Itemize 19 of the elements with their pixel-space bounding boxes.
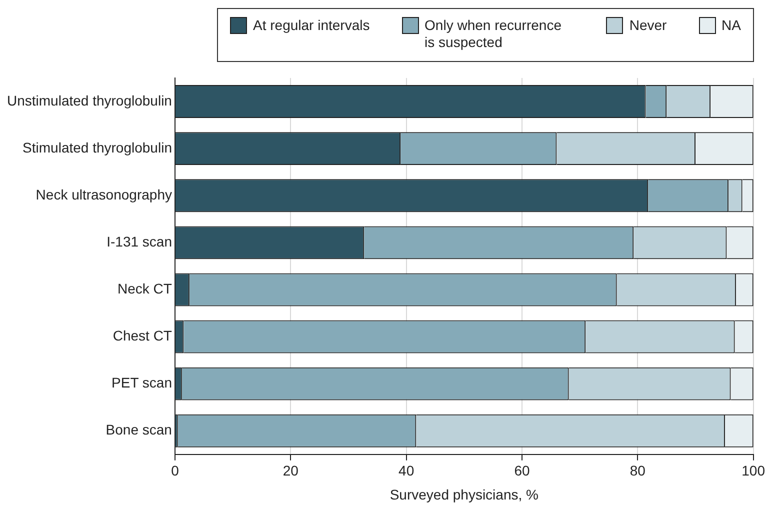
y-tick-label: Unstimulated thyroglobulin xyxy=(6,92,172,108)
x-tick-label: 40 xyxy=(398,462,414,479)
legend-label: Only when recurrence is suspected xyxy=(424,17,562,51)
x-tick-label: 60 xyxy=(514,462,530,479)
legend-label: At regular intervals xyxy=(253,17,370,34)
x-tick-label: 100 xyxy=(742,462,766,479)
x-tick-label: 0 xyxy=(171,462,180,479)
x-axis-title: Surveyed physicians, % xyxy=(390,486,538,502)
y-tick-label: Chest CT xyxy=(112,328,172,344)
y-tick-label: Neck ultrasonography xyxy=(36,186,172,202)
x-tick-label: 20 xyxy=(282,462,299,479)
y-tick-label: I-131 scan xyxy=(106,234,172,250)
y-tick-label: Stimulated thyroglobulin xyxy=(22,139,172,156)
legend-label: Never xyxy=(629,17,667,34)
y-tick-label: PET scan xyxy=(112,374,172,391)
y-tick-label: Bone scan xyxy=(106,422,172,438)
x-tick-label: 80 xyxy=(630,462,646,479)
y-tick-label: Neck CT xyxy=(118,280,172,297)
legend-label: NA xyxy=(722,17,741,34)
